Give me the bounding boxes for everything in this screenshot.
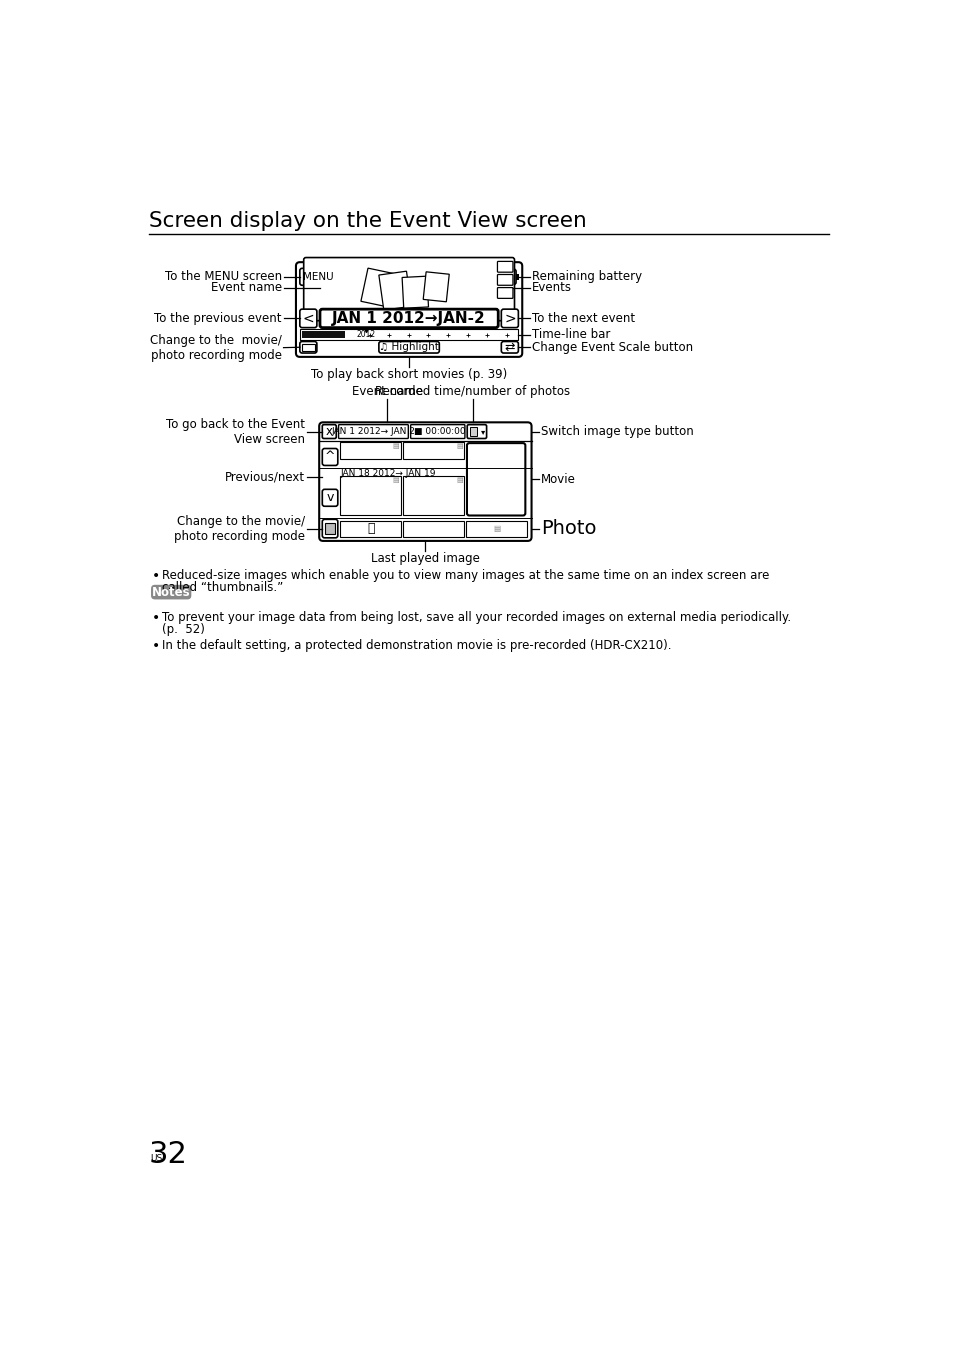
- Text: JAN 18 2012→ JAN 19: JAN 18 2012→ JAN 19: [340, 468, 436, 478]
- Text: Event name: Event name: [211, 281, 282, 294]
- Bar: [302, 331, 344, 338]
- Bar: [403, 521, 463, 537]
- Text: Recorded time/number of photos: Recorded time/number of photos: [375, 384, 570, 398]
- FancyBboxPatch shape: [299, 309, 316, 327]
- Text: <: <: [302, 311, 314, 326]
- FancyBboxPatch shape: [497, 262, 513, 273]
- Bar: [340, 521, 400, 537]
- FancyBboxPatch shape: [500, 342, 517, 353]
- Text: ▤: ▤: [393, 444, 399, 449]
- Text: x: x: [325, 425, 333, 438]
- Text: Time-line bar: Time-line bar: [531, 328, 609, 341]
- FancyBboxPatch shape: [322, 425, 335, 438]
- Bar: [403, 476, 463, 516]
- Bar: [516, 274, 518, 280]
- Text: •: •: [152, 639, 160, 653]
- Text: ⏮: ⏮: [367, 522, 375, 535]
- FancyBboxPatch shape: [319, 309, 497, 327]
- FancyBboxPatch shape: [303, 258, 514, 320]
- Text: Reduced-size images which enable you to view many images at the same time on an : Reduced-size images which enable you to …: [162, 569, 768, 582]
- Bar: [466, 521, 526, 537]
- Text: Photo: Photo: [540, 520, 596, 539]
- Bar: [469, 427, 476, 436]
- FancyBboxPatch shape: [410, 425, 464, 438]
- Text: Screen display on the Event View screen: Screen display on the Event View screen: [149, 212, 586, 232]
- Text: To prevent your image data from being lost, save all your recorded images on ext: To prevent your image data from being lo…: [162, 611, 790, 624]
- FancyBboxPatch shape: [299, 342, 316, 353]
- Text: called “thumbnails.”: called “thumbnails.”: [162, 581, 283, 594]
- Text: JAN 1 2012→JAN-2: JAN 1 2012→JAN-2: [332, 311, 485, 326]
- Text: ■ 00:00:00: ■ 00:00:00: [414, 427, 465, 436]
- Bar: [340, 476, 400, 516]
- Bar: [403, 442, 463, 459]
- Text: MENU: MENU: [303, 271, 334, 282]
- Text: v: v: [326, 491, 334, 505]
- Text: ^: ^: [324, 451, 335, 464]
- Text: ▤: ▤: [493, 524, 500, 533]
- Bar: [401, 277, 428, 308]
- Text: Remaining battery: Remaining battery: [531, 270, 641, 284]
- FancyBboxPatch shape: [500, 309, 517, 327]
- FancyBboxPatch shape: [299, 269, 336, 285]
- Text: ⇄: ⇄: [504, 341, 515, 354]
- Text: •: •: [152, 611, 160, 626]
- Bar: [360, 269, 395, 307]
- FancyBboxPatch shape: [322, 449, 337, 465]
- Bar: [340, 442, 400, 459]
- Text: US: US: [150, 1153, 162, 1163]
- Text: Previous/next: Previous/next: [225, 471, 305, 484]
- Bar: [423, 271, 449, 301]
- Text: In the default setting, a protected demonstration movie is pre-recorded (HDR-CX2: In the default setting, a protected demo…: [162, 639, 671, 651]
- Text: 2012: 2012: [355, 330, 375, 339]
- Text: Switch image type button: Switch image type button: [540, 425, 693, 438]
- FancyBboxPatch shape: [322, 520, 337, 537]
- Text: To go back to the Event
View screen: To go back to the Event View screen: [166, 418, 305, 445]
- Text: To the next event: To the next event: [531, 312, 634, 324]
- Text: To the MENU screen: To the MENU screen: [165, 270, 282, 284]
- Text: Change to the movie/
photo recording mode: Change to the movie/ photo recording mod…: [174, 514, 305, 543]
- FancyBboxPatch shape: [319, 422, 531, 541]
- FancyBboxPatch shape: [338, 425, 408, 438]
- Text: To the previous event: To the previous event: [154, 312, 282, 324]
- Text: Notes: Notes: [152, 586, 191, 598]
- Bar: [324, 524, 335, 535]
- Bar: [497, 271, 513, 282]
- Bar: [302, 343, 314, 350]
- FancyBboxPatch shape: [466, 444, 525, 516]
- FancyBboxPatch shape: [322, 490, 337, 506]
- FancyBboxPatch shape: [295, 262, 521, 357]
- Text: •: •: [152, 569, 160, 582]
- Text: (p.  52): (p. 52): [162, 623, 205, 636]
- FancyBboxPatch shape: [497, 274, 513, 285]
- FancyBboxPatch shape: [497, 288, 513, 299]
- Text: Change Event Scale button: Change Event Scale button: [531, 341, 692, 354]
- FancyBboxPatch shape: [467, 425, 486, 438]
- Text: Event name: Event name: [352, 384, 422, 398]
- Text: Last played image: Last played image: [371, 552, 479, 565]
- Text: ▾: ▾: [481, 427, 485, 436]
- Bar: [299, 330, 517, 341]
- Text: 32: 32: [149, 1140, 188, 1170]
- Text: To play back short movies (p. 39): To play back short movies (p. 39): [311, 368, 507, 381]
- FancyBboxPatch shape: [494, 269, 516, 285]
- Bar: [378, 271, 411, 311]
- Text: ▤: ▤: [456, 478, 462, 483]
- Text: Movie: Movie: [540, 472, 575, 486]
- FancyBboxPatch shape: [151, 585, 192, 600]
- FancyBboxPatch shape: [378, 342, 439, 353]
- Text: Events: Events: [531, 281, 571, 294]
- Text: ▤: ▤: [393, 478, 399, 483]
- Text: >: >: [503, 311, 516, 326]
- Text: JAN 1 2012→ JAN 2: JAN 1 2012→ JAN 2: [331, 427, 415, 436]
- Text: ▤: ▤: [456, 444, 462, 449]
- Text: Change to the  movie/
photo recording mode: Change to the movie/ photo recording mod…: [150, 334, 282, 361]
- Text: ♫ Highlight: ♫ Highlight: [378, 342, 438, 353]
